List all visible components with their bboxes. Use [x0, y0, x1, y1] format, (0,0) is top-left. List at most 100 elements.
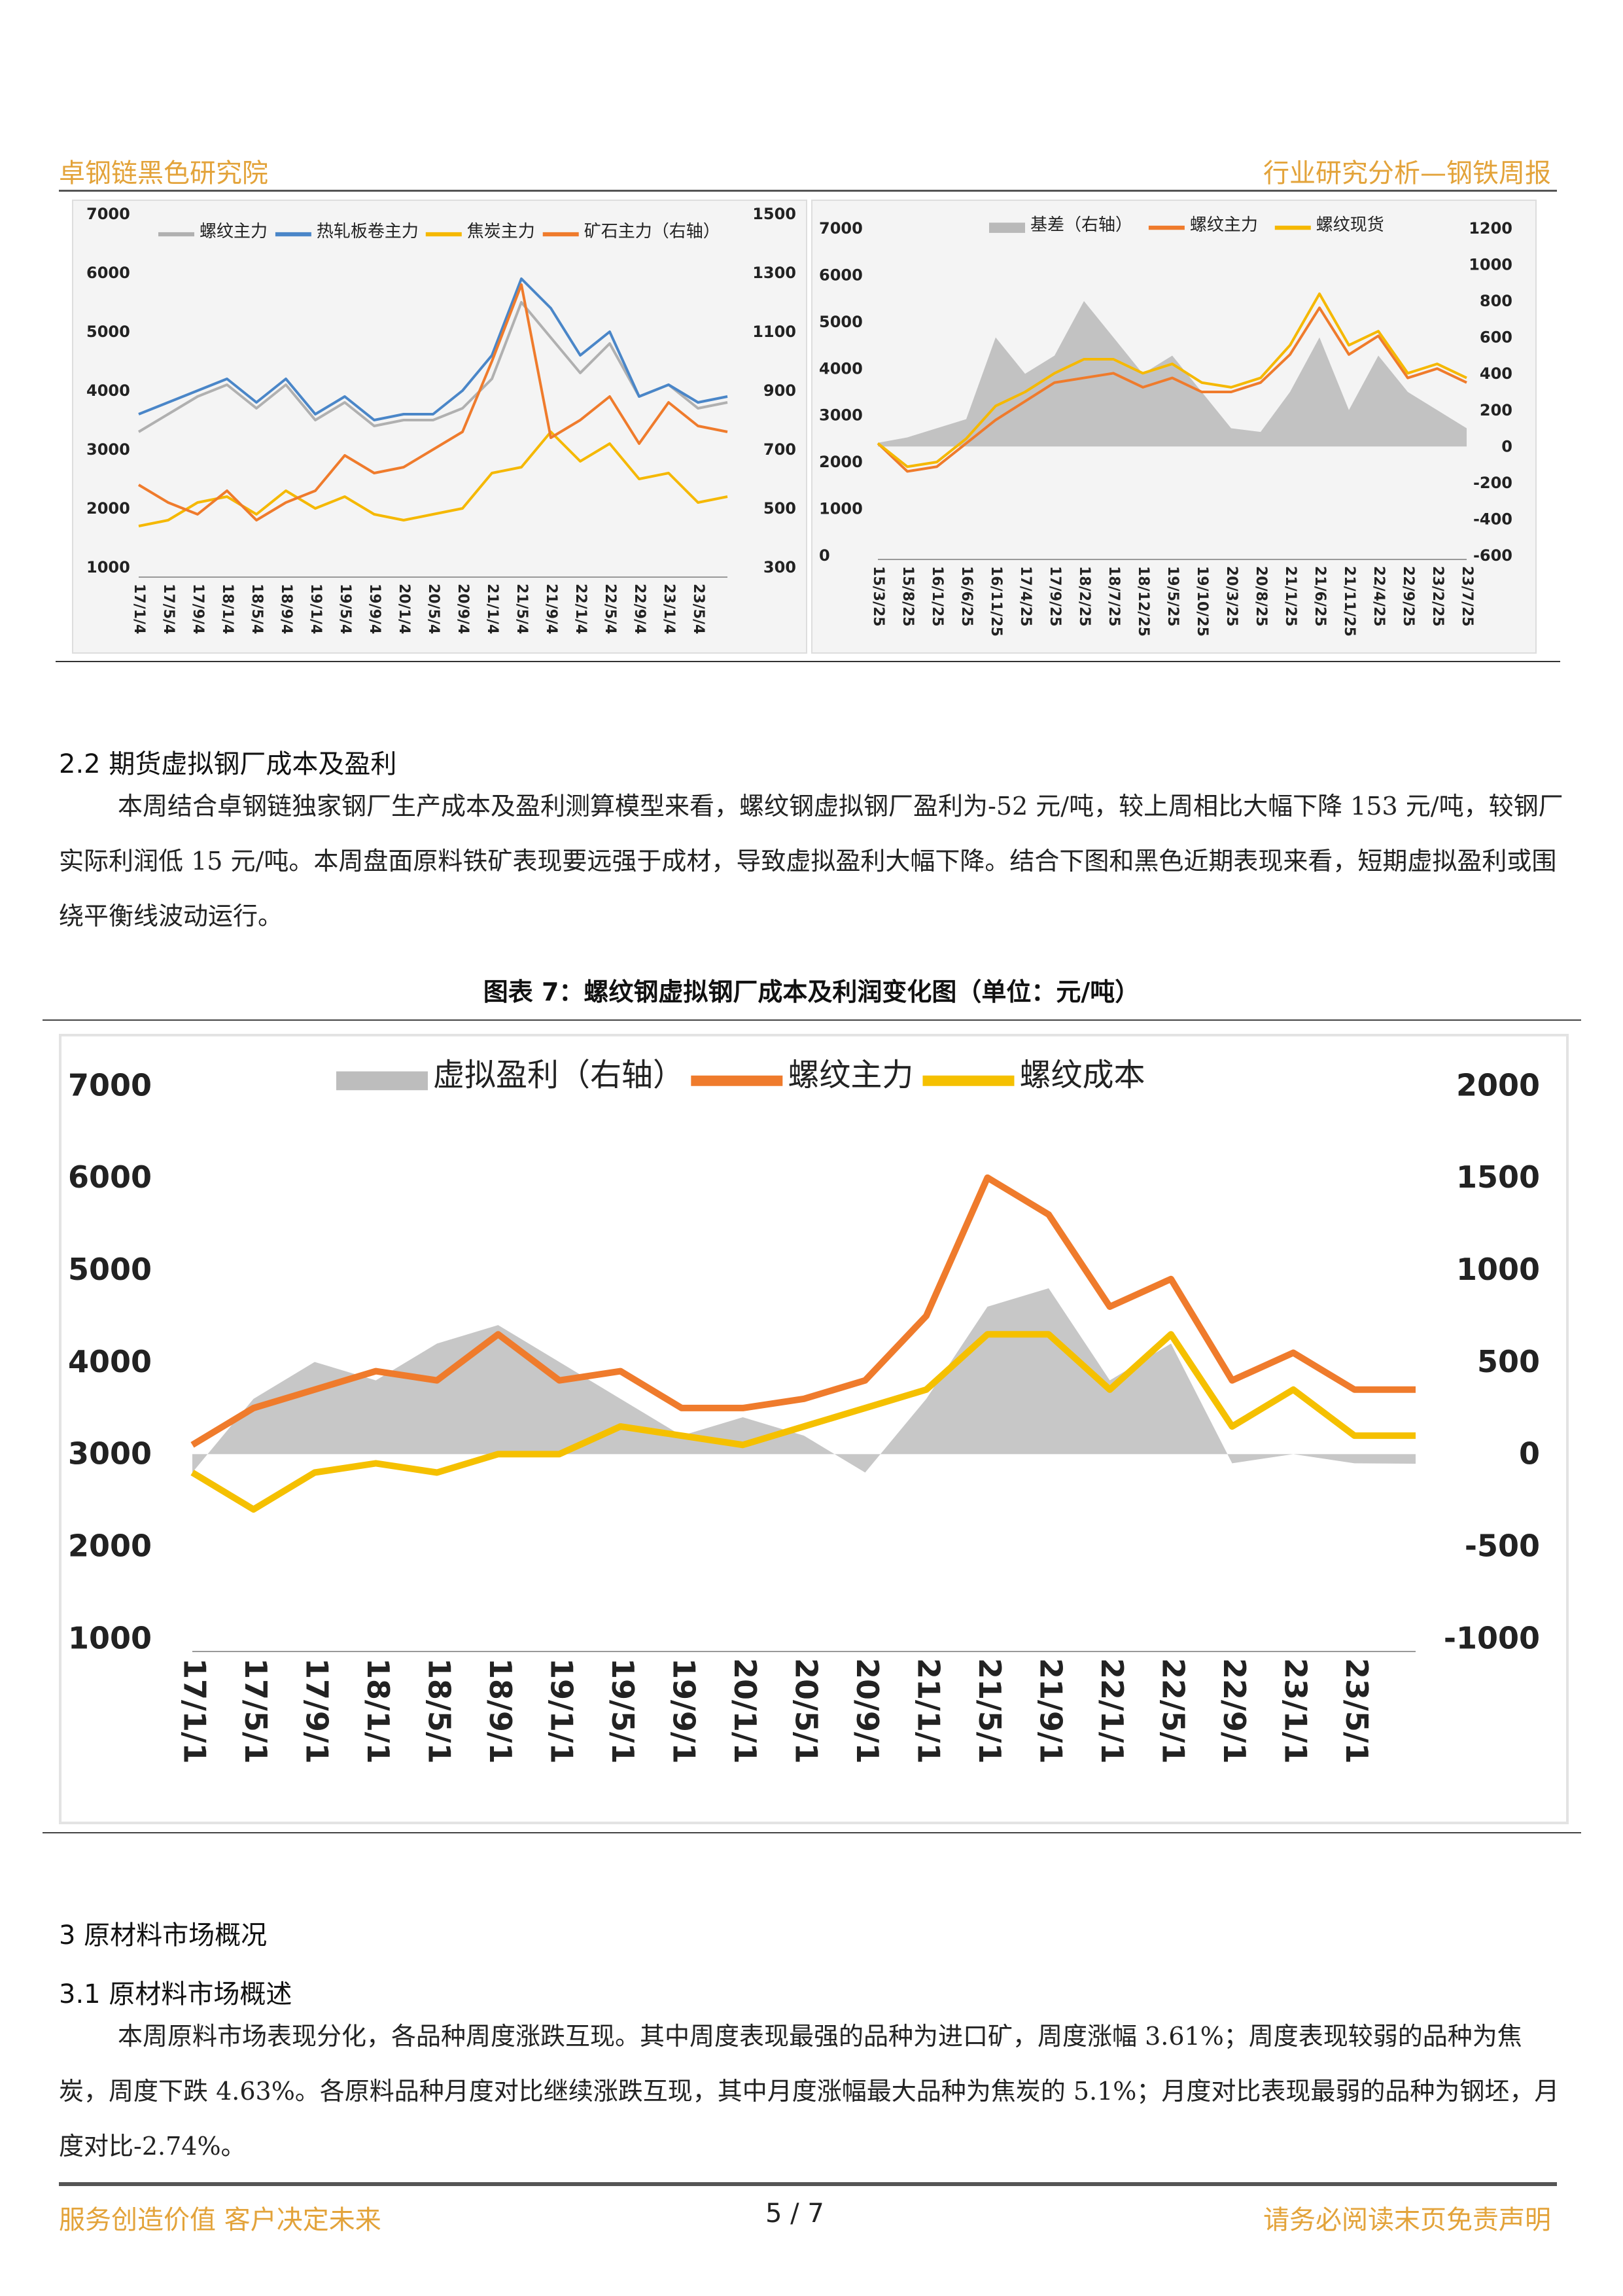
left-tick-label: 0 [819, 546, 830, 565]
x-tick-label: 17/1/1 [177, 1658, 213, 1764]
chart-a-panel: 7000 6000 5000 4000 3000 2000 1000 1500 1300 1100… [72, 200, 807, 654]
left-tick-label: 2000 [86, 499, 130, 518]
section-31-paragraph: 本周原料市场表现分化，各品种周度涨跌互现。其中周度表现最强的品种为进口矿，周度涨… [59, 2022, 1560, 2161]
left-tick-label: 2000 [68, 1528, 152, 1564]
legend-label: 螺纹主力 [1190, 215, 1258, 235]
figure-7-top-rule [43, 1019, 1581, 1021]
right-tick-label: -200 [1473, 474, 1512, 492]
x-tick-label: 22/9/1 [1217, 1658, 1252, 1764]
x-tick-label: 19/5/25 [1164, 566, 1181, 627]
x-tick-label: 21/6/25 [1312, 566, 1328, 627]
right-tick-label: -400 [1473, 510, 1512, 528]
left-tick-label: 1000 [819, 500, 863, 518]
right-tick-label: 1100 [752, 323, 796, 341]
x-tick-label: 19/10/25 [1194, 566, 1210, 637]
right-tick-label: 200 [1480, 401, 1512, 419]
x-tick-label: 20/3/25 [1223, 566, 1240, 627]
x-tick-label: 20/9/1 [850, 1658, 885, 1764]
x-tick-label: 15/3/25 [870, 566, 886, 627]
x-tick-label: 21/1/4 [484, 584, 500, 634]
figure-7-panel: 7000 6000 5000 4000 3000 2000 1000 2000 1500 1000… [59, 1034, 1569, 1824]
right-tick-label: -500 [1465, 1528, 1540, 1564]
x-tick-label: 19/1/1 [544, 1658, 580, 1764]
left-tick-label: 6000 [819, 266, 863, 284]
section-31-title: 3.1 原材料市场概述 [59, 1979, 292, 2009]
series-line-0 [137, 301, 728, 433]
x-tick-label: 17/9/4 [190, 584, 206, 634]
right-tick-label: 700 [763, 440, 796, 459]
x-tick-label: 22/1/4 [572, 584, 589, 634]
legend-label: 螺纹现货 [1316, 215, 1384, 235]
right-tick-label: 1000 [1456, 1252, 1540, 1287]
left-tick-label: 3000 [68, 1436, 152, 1472]
x-tick-label: 20/9/4 [455, 584, 471, 634]
left-tick-label: 7000 [86, 205, 130, 223]
left-tick-label: 1000 [68, 1620, 152, 1655]
x-tick-label: 23/1/1 [1278, 1658, 1314, 1764]
right-tick-label: 1000 [1469, 256, 1512, 274]
footer-rule [59, 2182, 1557, 2186]
x-tick-label: 17/9/1 [300, 1658, 335, 1764]
x-tick-label: 17/5/4 [160, 584, 177, 634]
x-tick-label: 21/1/25 [1282, 566, 1299, 627]
footer-right: 请务必阅读末页免责声明 [1263, 2205, 1551, 2235]
x-tick-label: 21/11/25 [1341, 566, 1357, 637]
left-tick-label: 4000 [68, 1344, 152, 1379]
section-22-title: 2.2 期货虚拟钢厂成本及盈利 [59, 749, 397, 779]
x-tick-label: 18/9/1 [483, 1658, 518, 1764]
left-tick-label: 6000 [86, 264, 130, 282]
figure-7-chart: 7000600050004000300020001000200015001000… [68, 1057, 1540, 1764]
x-tick-label: 18/2/25 [1076, 566, 1092, 627]
x-tick-label: 20/5/4 [425, 584, 442, 634]
series-line-2 [138, 431, 728, 527]
header-rule [59, 190, 1557, 192]
series-line-2 [190, 1331, 1416, 1513]
x-tick-label: 23/7/25 [1459, 566, 1475, 627]
x-tick-label: 23/2/25 [1429, 566, 1446, 627]
section-3-title: 3 原材料市场概况 [59, 1920, 268, 1951]
left-tick-label: 1000 [86, 558, 130, 576]
left-tick-label: 7000 [819, 219, 863, 238]
chart-a: 7000 6000 5000 4000 3000 2000 1000 1500 1300 1100… [86, 205, 796, 634]
legend-swatch [989, 222, 1025, 233]
right-tick-label: 0 [1501, 437, 1512, 455]
right-tick-label: 1200 [1469, 219, 1512, 238]
x-tick-label: 18/9/4 [278, 584, 294, 634]
legend-label: 焦炭主力 [467, 222, 535, 241]
header-right: 行业研究分析—钢铁周报 [1263, 158, 1551, 188]
legend-label: 虚拟盈利（右轴） [433, 1057, 684, 1093]
x-tick-label: 18/1/1 [360, 1658, 396, 1764]
x-tick-label: 16/6/25 [958, 566, 975, 627]
page-number: 5 / 7 [765, 2199, 824, 2229]
x-tick-label: 20/1/4 [396, 584, 412, 634]
x-tick-label: 22/1/1 [1094, 1658, 1130, 1764]
left-tick-label: 3000 [86, 440, 130, 459]
left-tick-label: 5000 [68, 1252, 152, 1287]
left-tick-label: 3000 [819, 406, 863, 425]
right-tick-label: 1500 [752, 205, 796, 223]
x-tick-label: 20/8/25 [1253, 566, 1269, 627]
legend-label: 基差（右轴） [1030, 215, 1132, 235]
legend-label: 螺纹成本 [1019, 1057, 1145, 1093]
x-tick-label: 18/12/25 [1135, 566, 1151, 637]
x-tick-label: 19/9/1 [667, 1658, 702, 1764]
header-left: 卓钢链黑色研究院 [59, 158, 268, 188]
x-tick-label: 21/9/1 [1034, 1658, 1069, 1764]
series-line-1 [138, 277, 728, 421]
right-tick-label: -1000 [1444, 1620, 1540, 1655]
chart-b-panel: 7000 6000 5000 4000 3000 2000 1000 0 1200 1000 800… [811, 200, 1537, 654]
right-tick-label: 500 [763, 499, 796, 518]
x-tick-label: 16/11/25 [988, 566, 1004, 637]
x-tick-label: 18/5/1 [422, 1658, 457, 1764]
legend-swatch [336, 1071, 428, 1091]
x-tick-label: 22/4/25 [1370, 566, 1387, 627]
x-tick-label: 17/5/1 [238, 1658, 273, 1764]
x-tick-label: 18/1/4 [219, 584, 236, 634]
series-line-1 [877, 306, 1467, 473]
series-line-1 [190, 1174, 1416, 1448]
x-tick-label: 19/5/1 [605, 1658, 640, 1764]
left-tick-label: 4000 [819, 359, 863, 378]
right-tick-label: 900 [763, 381, 796, 400]
left-tick-label: 4000 [86, 381, 130, 400]
series-area-0 [878, 301, 1467, 447]
